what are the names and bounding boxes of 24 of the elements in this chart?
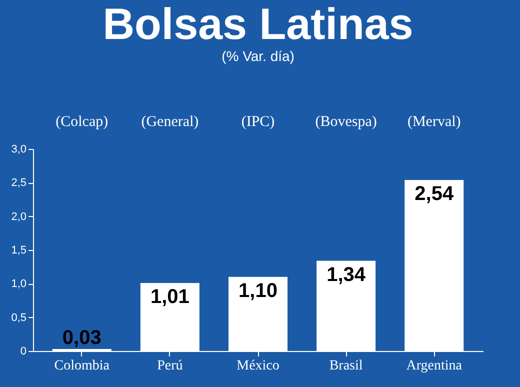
data-label: 2,54 bbox=[414, 182, 454, 205]
y-tick-label: 1,5 bbox=[11, 244, 26, 256]
text: (Colcap) bbox=[56, 114, 108, 130]
x-tick-label: Brasil bbox=[329, 358, 363, 374]
y-tick-label: 1,0 bbox=[11, 278, 26, 290]
y-tick-label: 2,5 bbox=[11, 177, 26, 190]
data-label: 1,34 bbox=[326, 264, 366, 286]
x-tick-label: México bbox=[236, 358, 280, 374]
y-tick-label: 2,0 bbox=[11, 210, 26, 223]
y-tick-label: 0,5 bbox=[11, 312, 26, 324]
y-tick-label: 3,0 bbox=[11, 144, 26, 156]
data-label: 0,03 bbox=[62, 326, 102, 349]
text: (Bovespa) bbox=[315, 114, 377, 130]
chart-subtitle: (% Var. día) bbox=[222, 48, 294, 64]
text: (General) bbox=[141, 114, 199, 130]
y-tick-label: 0 bbox=[20, 346, 26, 358]
text: (IPC) bbox=[241, 114, 275, 130]
text: (Merval) bbox=[407, 114, 461, 130]
chart-title: Bolsas Latinas bbox=[102, 0, 414, 49]
data-label: 1,01 bbox=[150, 286, 190, 308]
x-tick-label: Perú bbox=[157, 358, 183, 374]
data-label: 1,10 bbox=[238, 280, 278, 302]
x-tick-label: Argentina bbox=[406, 358, 463, 374]
x-tick-label: Colombia bbox=[54, 358, 110, 374]
